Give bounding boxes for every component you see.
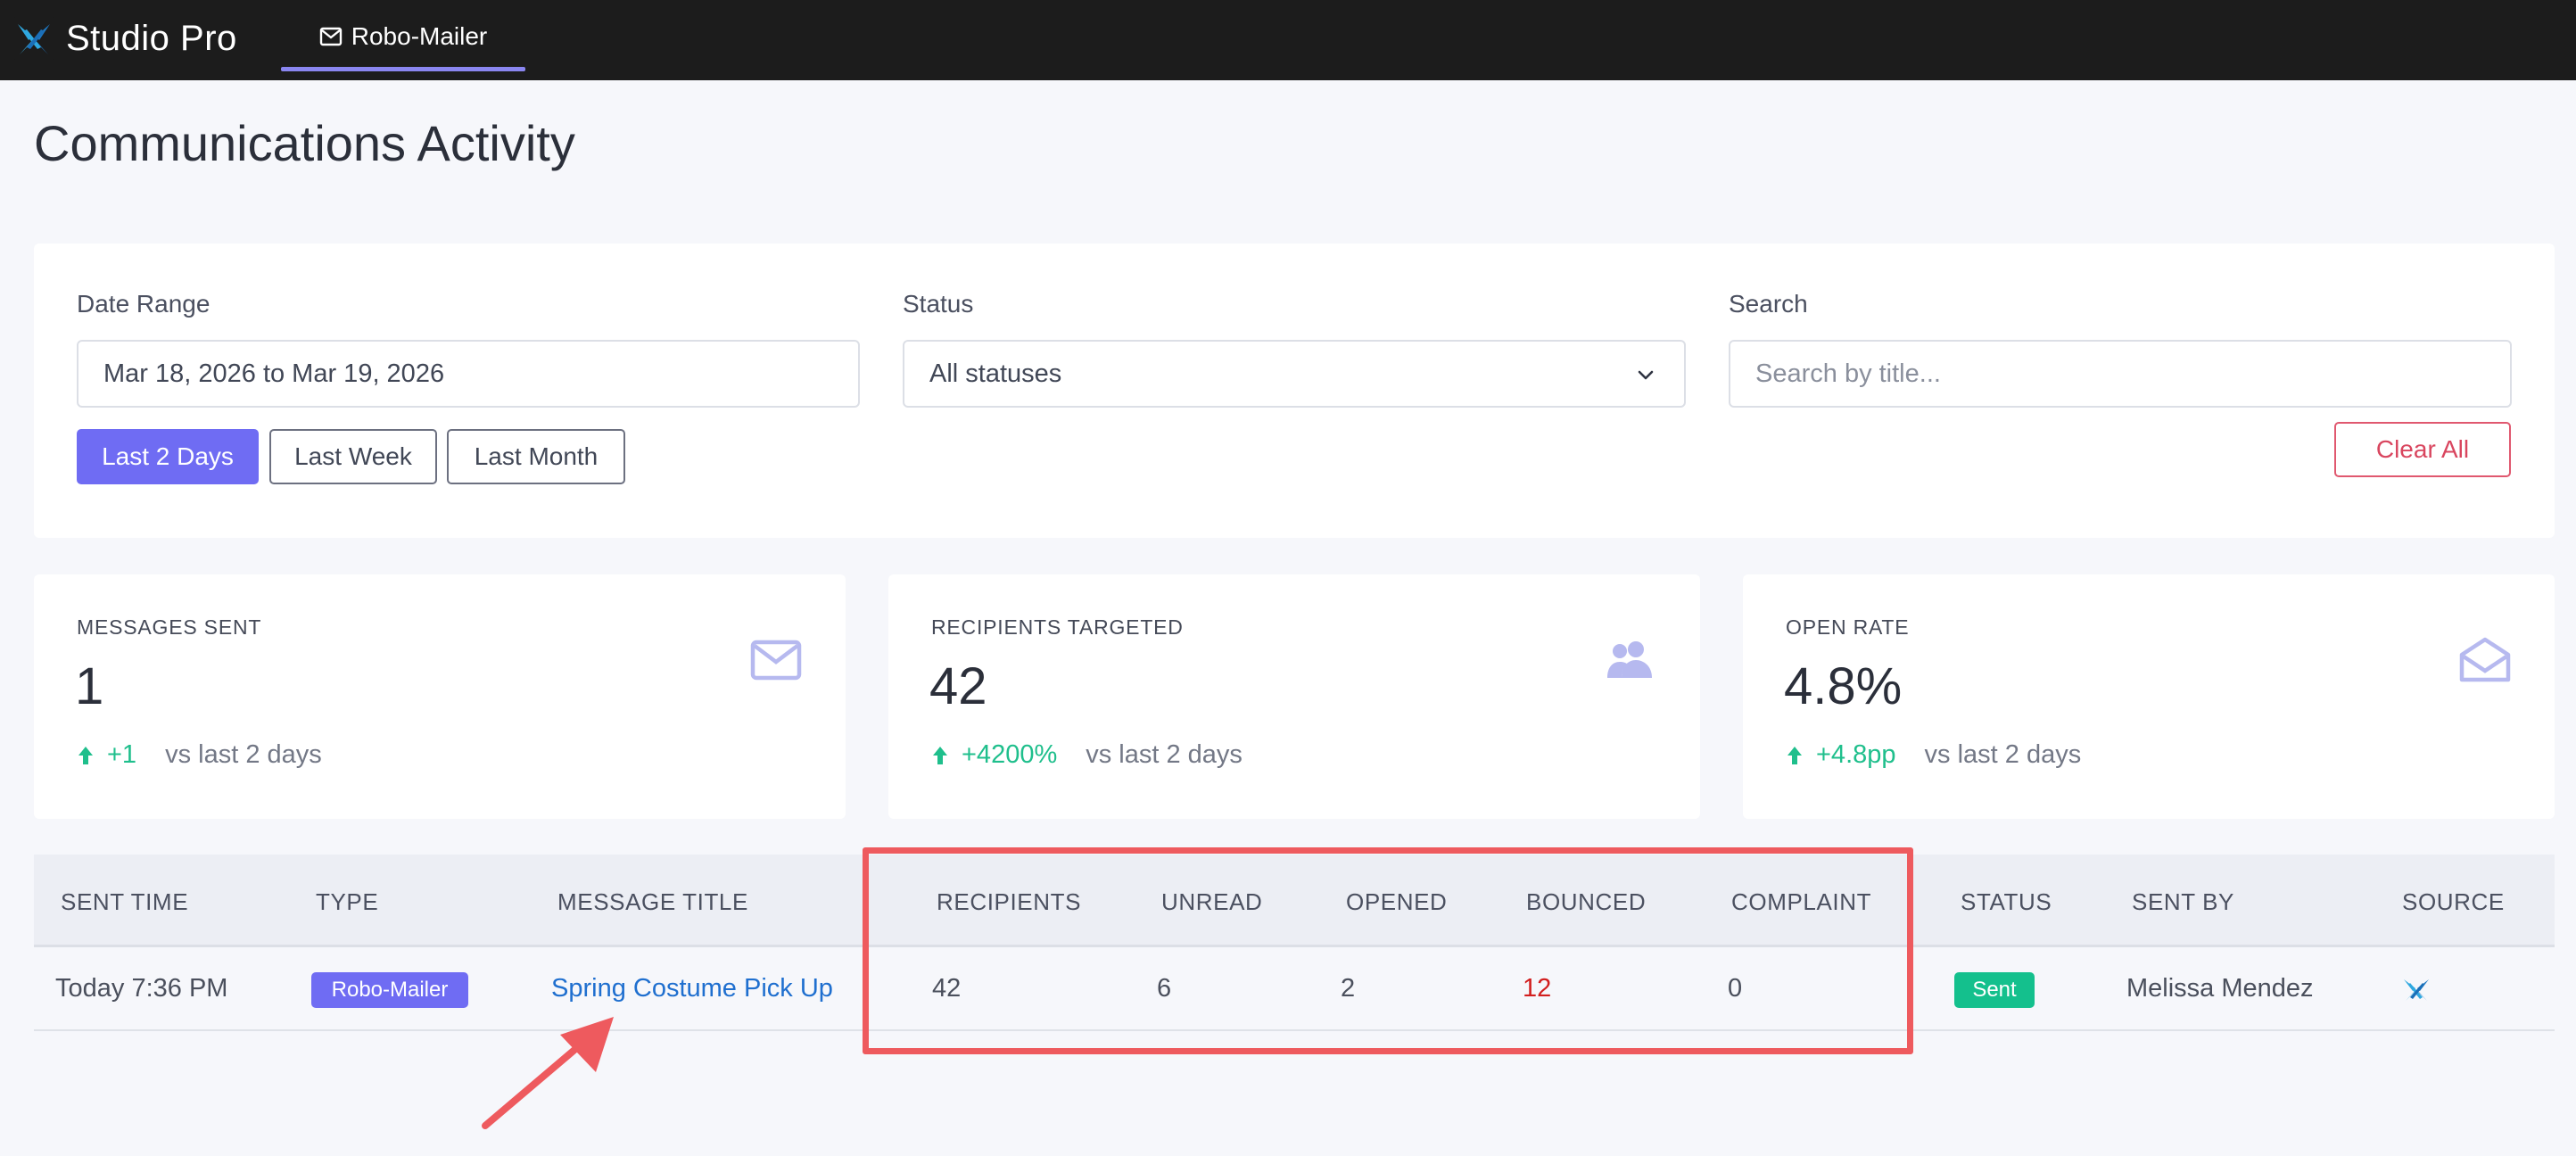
cell-opened: 2 [1341,974,1356,1003]
annotation-highlight-box [863,847,1913,1054]
search-placeholder: Search by title... [1755,359,1941,388]
tab-label: Robo-Mailer [351,22,488,50]
date-range-input[interactable]: Mar 18, 2026 to Mar 19, 2026 [77,340,860,408]
stat-delta-value: +4200% [962,740,1058,769]
envelope-icon [750,640,802,681]
last-2-days-button[interactable]: Last 2 Days [77,429,259,484]
stat-label: MESSAGES SENT [77,615,262,639]
column-header-message-title[interactable]: MESSAGE TITLE [557,888,748,915]
clear-all-button[interactable]: Clear All [2334,422,2511,477]
page-title: Communications Activity [34,115,575,171]
stat-delta-compare: vs last 2 days [1924,740,2082,769]
stat-label: RECIPIENTS TARGETED [931,615,1184,639]
stat-card-open-rate: OPEN RATE 4.8% +4.8pp vs last 2 days [1743,574,2555,819]
table-row[interactable]: Today 7:36 PM Robo-Mailer Spring Costume… [34,947,2555,1031]
chevron-down-icon [1638,370,1654,380]
column-header-complaint[interactable]: COMPLAINT [1731,888,1872,915]
stat-delta-compare: vs last 2 days [1086,740,1243,769]
column-header-type[interactable]: TYPE [316,888,379,915]
column-header-status[interactable]: STATUS [1961,888,2052,915]
stat-delta-value: +4.8pp [1816,740,1896,769]
envelope-open-icon [2459,637,2511,682]
stat-card-messages-sent: MESSAGES SENT 1 +1 vs last 2 days [34,574,846,819]
top-navigation-bar: Studio Pro Robo-Mailer [0,0,2576,80]
active-tab-indicator [281,67,525,71]
date-range-value: Mar 18, 2026 to Mar 19, 2026 [103,359,445,388]
arrow-up-icon [933,746,947,764]
column-header-sent-time[interactable]: SENT TIME [61,888,189,915]
brand[interactable]: Studio Pro [12,16,237,61]
search-input[interactable]: Search by title... [1729,340,2512,408]
table-header: SENT TIME TYPE MESSAGE TITLE RECIPIENTS … [34,855,2555,947]
app-name: Studio Pro [66,18,237,58]
stat-delta: +4.8pp vs last 2 days [1786,740,2081,770]
last-week-button[interactable]: Last Week [269,429,437,484]
column-header-source[interactable]: SOURCE [2402,888,2505,915]
annotation-arrow-icon [482,1017,614,1129]
column-header-bounced[interactable]: BOUNCED [1526,888,1647,915]
status-label: Status [903,290,974,318]
column-header-unread[interactable]: UNREAD [1161,888,1263,915]
stat-value: 1 [75,657,104,715]
arrow-up-icon [78,746,93,764]
stat-delta-value: +1 [107,740,137,769]
stat-label: OPEN RATE [1786,615,1910,639]
date-range-label: Date Range [77,290,211,318]
cell-complaint: 0 [1728,974,1743,1003]
stat-delta-compare: vs last 2 days [165,740,322,769]
stat-delta: +4200% vs last 2 days [931,740,1243,770]
type-badge: Robo-Mailer [311,972,468,1008]
arrow-up-icon [1788,746,1802,764]
source-studio-pro-x-logo-icon [2404,979,2429,1001]
cell-bounced: 12 [1523,974,1552,1003]
people-icon [1607,641,1652,678]
cell-unread: 6 [1157,974,1172,1003]
studio-pro-x-logo-icon [12,17,55,60]
status-badge: Sent [1954,972,2035,1008]
cell-sent-time: Today 7:36 PM [55,974,228,1003]
cell-sent-by: Melissa Mendez [2126,974,2314,1003]
status-select-value: All statuses [929,359,1062,388]
stat-value: 4.8% [1784,657,1903,715]
stat-card-recipients-targeted: RECIPIENTS TARGETED 42 +4200% vs last 2 … [888,574,1700,819]
column-header-opened[interactable]: OPENED [1346,888,1448,915]
filter-panel: Date Range Mar 18, 2026 to Mar 19, 2026 … [34,244,2555,538]
column-header-recipients[interactable]: RECIPIENTS [937,888,1082,915]
stat-delta: +1 vs last 2 days [77,740,322,770]
column-header-sent-by[interactable]: SENT BY [2132,888,2234,915]
cell-recipients: 42 [932,974,962,1003]
message-title-link[interactable]: Spring Costume Pick Up [551,974,833,1003]
status-select[interactable]: All statuses [903,340,1686,408]
last-month-button[interactable]: Last Month [447,429,625,484]
tab-robo-mailer[interactable]: Robo-Mailer [281,0,525,73]
mail-icon [319,27,342,46]
stat-value: 42 [929,657,987,715]
search-label: Search [1729,290,1808,318]
